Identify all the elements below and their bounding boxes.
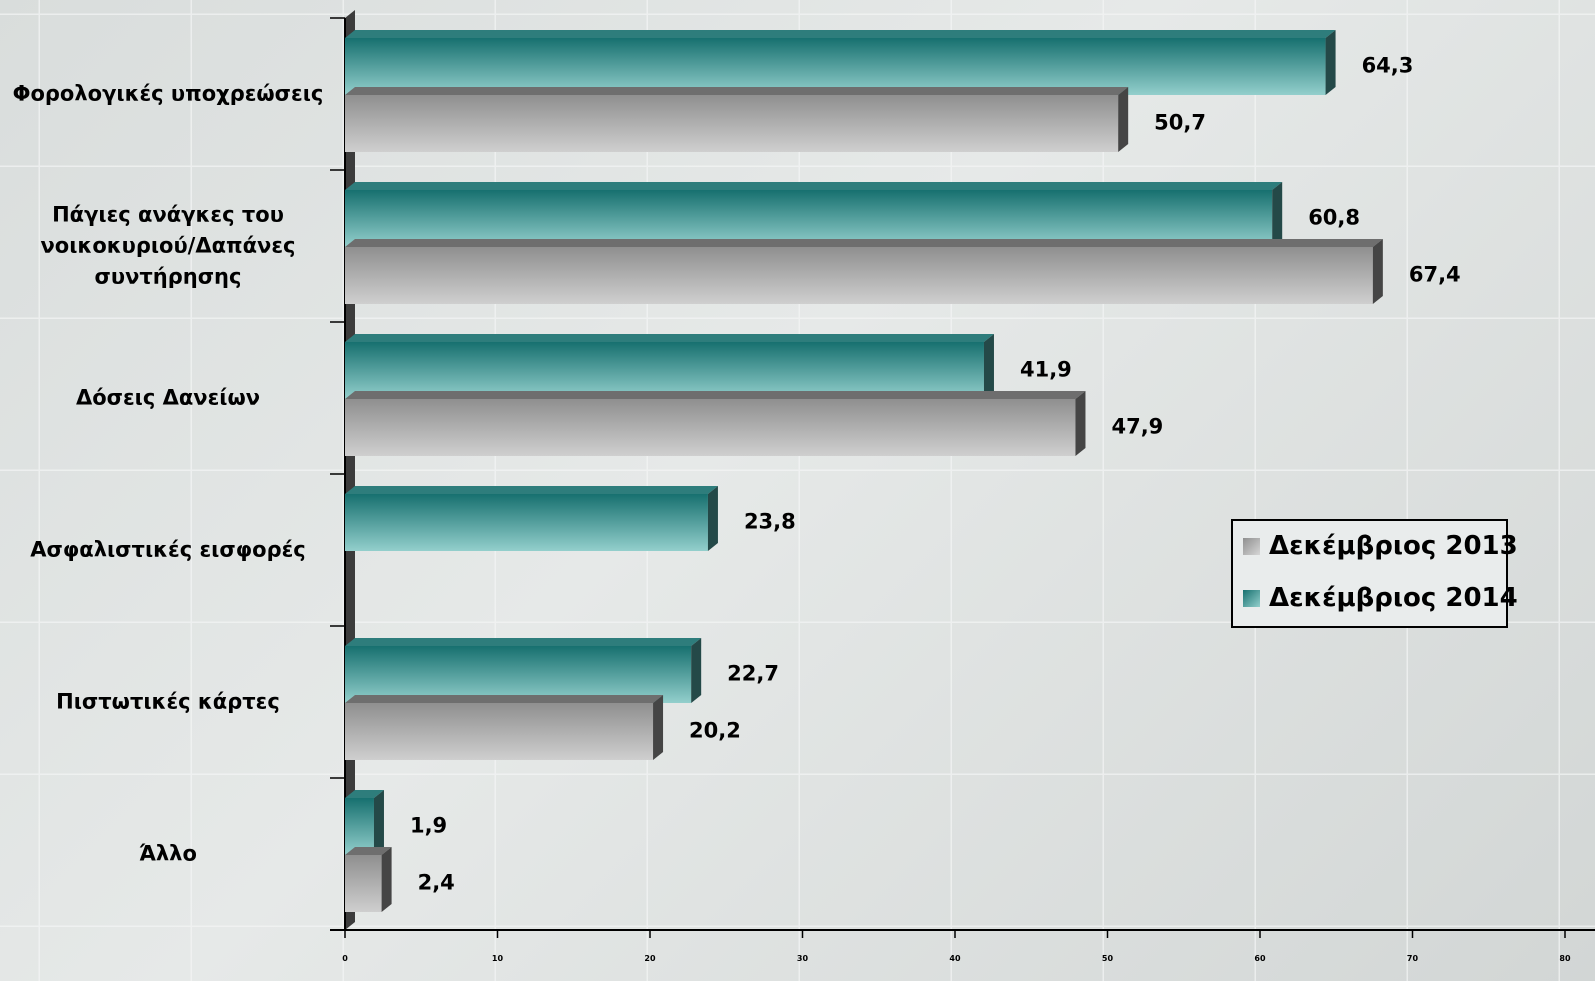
x-tick-label: 50 (1102, 954, 1114, 963)
bar-top (345, 30, 1336, 38)
bar (345, 247, 1373, 304)
bar (345, 342, 984, 399)
x-tick-label: 80 (1559, 954, 1571, 963)
bar-top (345, 695, 664, 703)
bar-side (1272, 182, 1283, 247)
y-tick-label: Φορολογικές υποχρεώσεις (12, 81, 324, 106)
value-label: 23,8 (744, 510, 796, 534)
bar (345, 38, 1326, 95)
y-tick-label: Άλλο (139, 841, 197, 866)
value-label: 50,7 (1154, 111, 1206, 135)
value-label: 64,3 (1362, 54, 1414, 78)
x-tick-label: 70 (1407, 954, 1419, 963)
legend-label: Δεκέμβριος 2014 (1269, 583, 1518, 613)
bar (345, 95, 1119, 152)
bar-top (345, 638, 702, 646)
y-tick-label: Ασφαλιστικές εισφορές (30, 537, 306, 562)
value-label: 20,2 (689, 719, 741, 743)
x-tick-label: 0 (342, 954, 348, 963)
value-label: 47,9 (1111, 415, 1163, 439)
legend-swatch (1243, 537, 1260, 555)
x-tick-label: 20 (644, 954, 656, 963)
bar-side (983, 334, 994, 399)
legend-swatch (1243, 589, 1260, 607)
bar-side (653, 695, 664, 760)
bar (345, 798, 374, 855)
bar-side (381, 847, 392, 912)
y-tick-label: Δόσεις Δανείων (75, 385, 261, 410)
value-label: 60,8 (1308, 206, 1360, 230)
value-label: 1,9 (410, 814, 447, 838)
x-tick-label: 30 (797, 954, 809, 963)
bar (345, 494, 708, 551)
bar-top (345, 87, 1129, 95)
bar-side (1075, 391, 1086, 456)
value-label: 67,4 (1409, 263, 1461, 287)
x-tick-label: 40 (949, 954, 961, 963)
legend-entry: Δεκέμβριος 2013 (1243, 531, 1518, 561)
bar-top (345, 182, 1283, 190)
bar-side (1372, 239, 1383, 304)
bar-top (345, 790, 384, 798)
value-label: 22,7 (727, 662, 779, 686)
bar (345, 399, 1076, 456)
bar-top (345, 239, 1383, 247)
bar-side (707, 486, 718, 551)
legend-label: Δεκέμβριος 2013 (1269, 531, 1518, 561)
bar (345, 190, 1273, 247)
bar-side (1325, 30, 1336, 95)
bar-top (345, 847, 392, 855)
bar-side (1118, 87, 1129, 152)
bar-top (345, 334, 994, 342)
x-tick-label: 60 (1254, 954, 1266, 963)
value-label: 41,9 (1020, 358, 1072, 382)
legend-entry: Δεκέμβριος 2014 (1243, 583, 1518, 613)
y-tick-label: Πιστωτικές κάρτες (56, 689, 280, 714)
bar-top (345, 486, 718, 494)
bar (345, 646, 692, 703)
value-label: 2,4 (418, 871, 455, 895)
bar (345, 855, 382, 912)
y-tick-label: Πάγιες ανάγκες του νοικοκυριού/Δαπάνες σ… (40, 202, 296, 289)
bar-side (373, 790, 384, 855)
x-tick-label: 10 (492, 954, 504, 963)
bar-top (345, 391, 1086, 399)
bar (345, 703, 654, 760)
bar-side (691, 638, 702, 703)
legend: Δεκέμβριος 2013 Δεκέμβριος 2014 (1231, 519, 1518, 628)
